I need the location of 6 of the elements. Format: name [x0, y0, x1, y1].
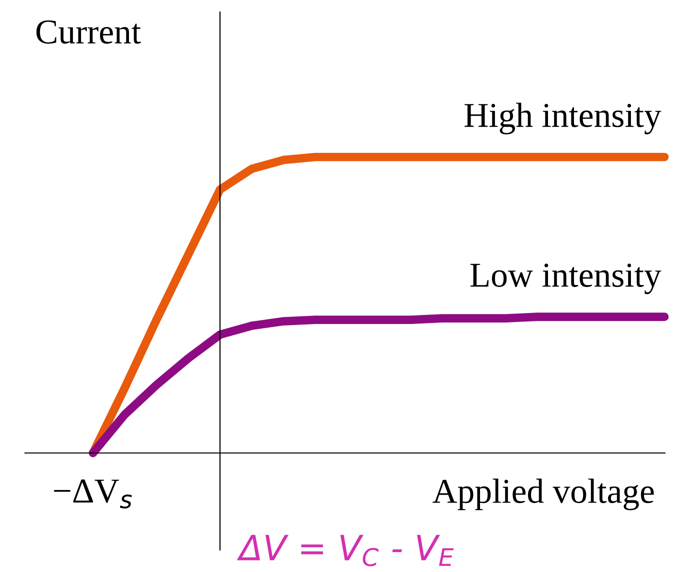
series-label: High intensity [464, 102, 662, 134]
text: ΔV = V$_{C}$ - V$_{E}$ [236, 534, 454, 566]
series-label: Low intensity [470, 264, 662, 294]
text: −ΔV$_{s}$ [54, 480, 132, 508]
x-axis-title: Applied voltage [432, 478, 654, 510]
y-axis-title: Current [36, 20, 141, 44]
